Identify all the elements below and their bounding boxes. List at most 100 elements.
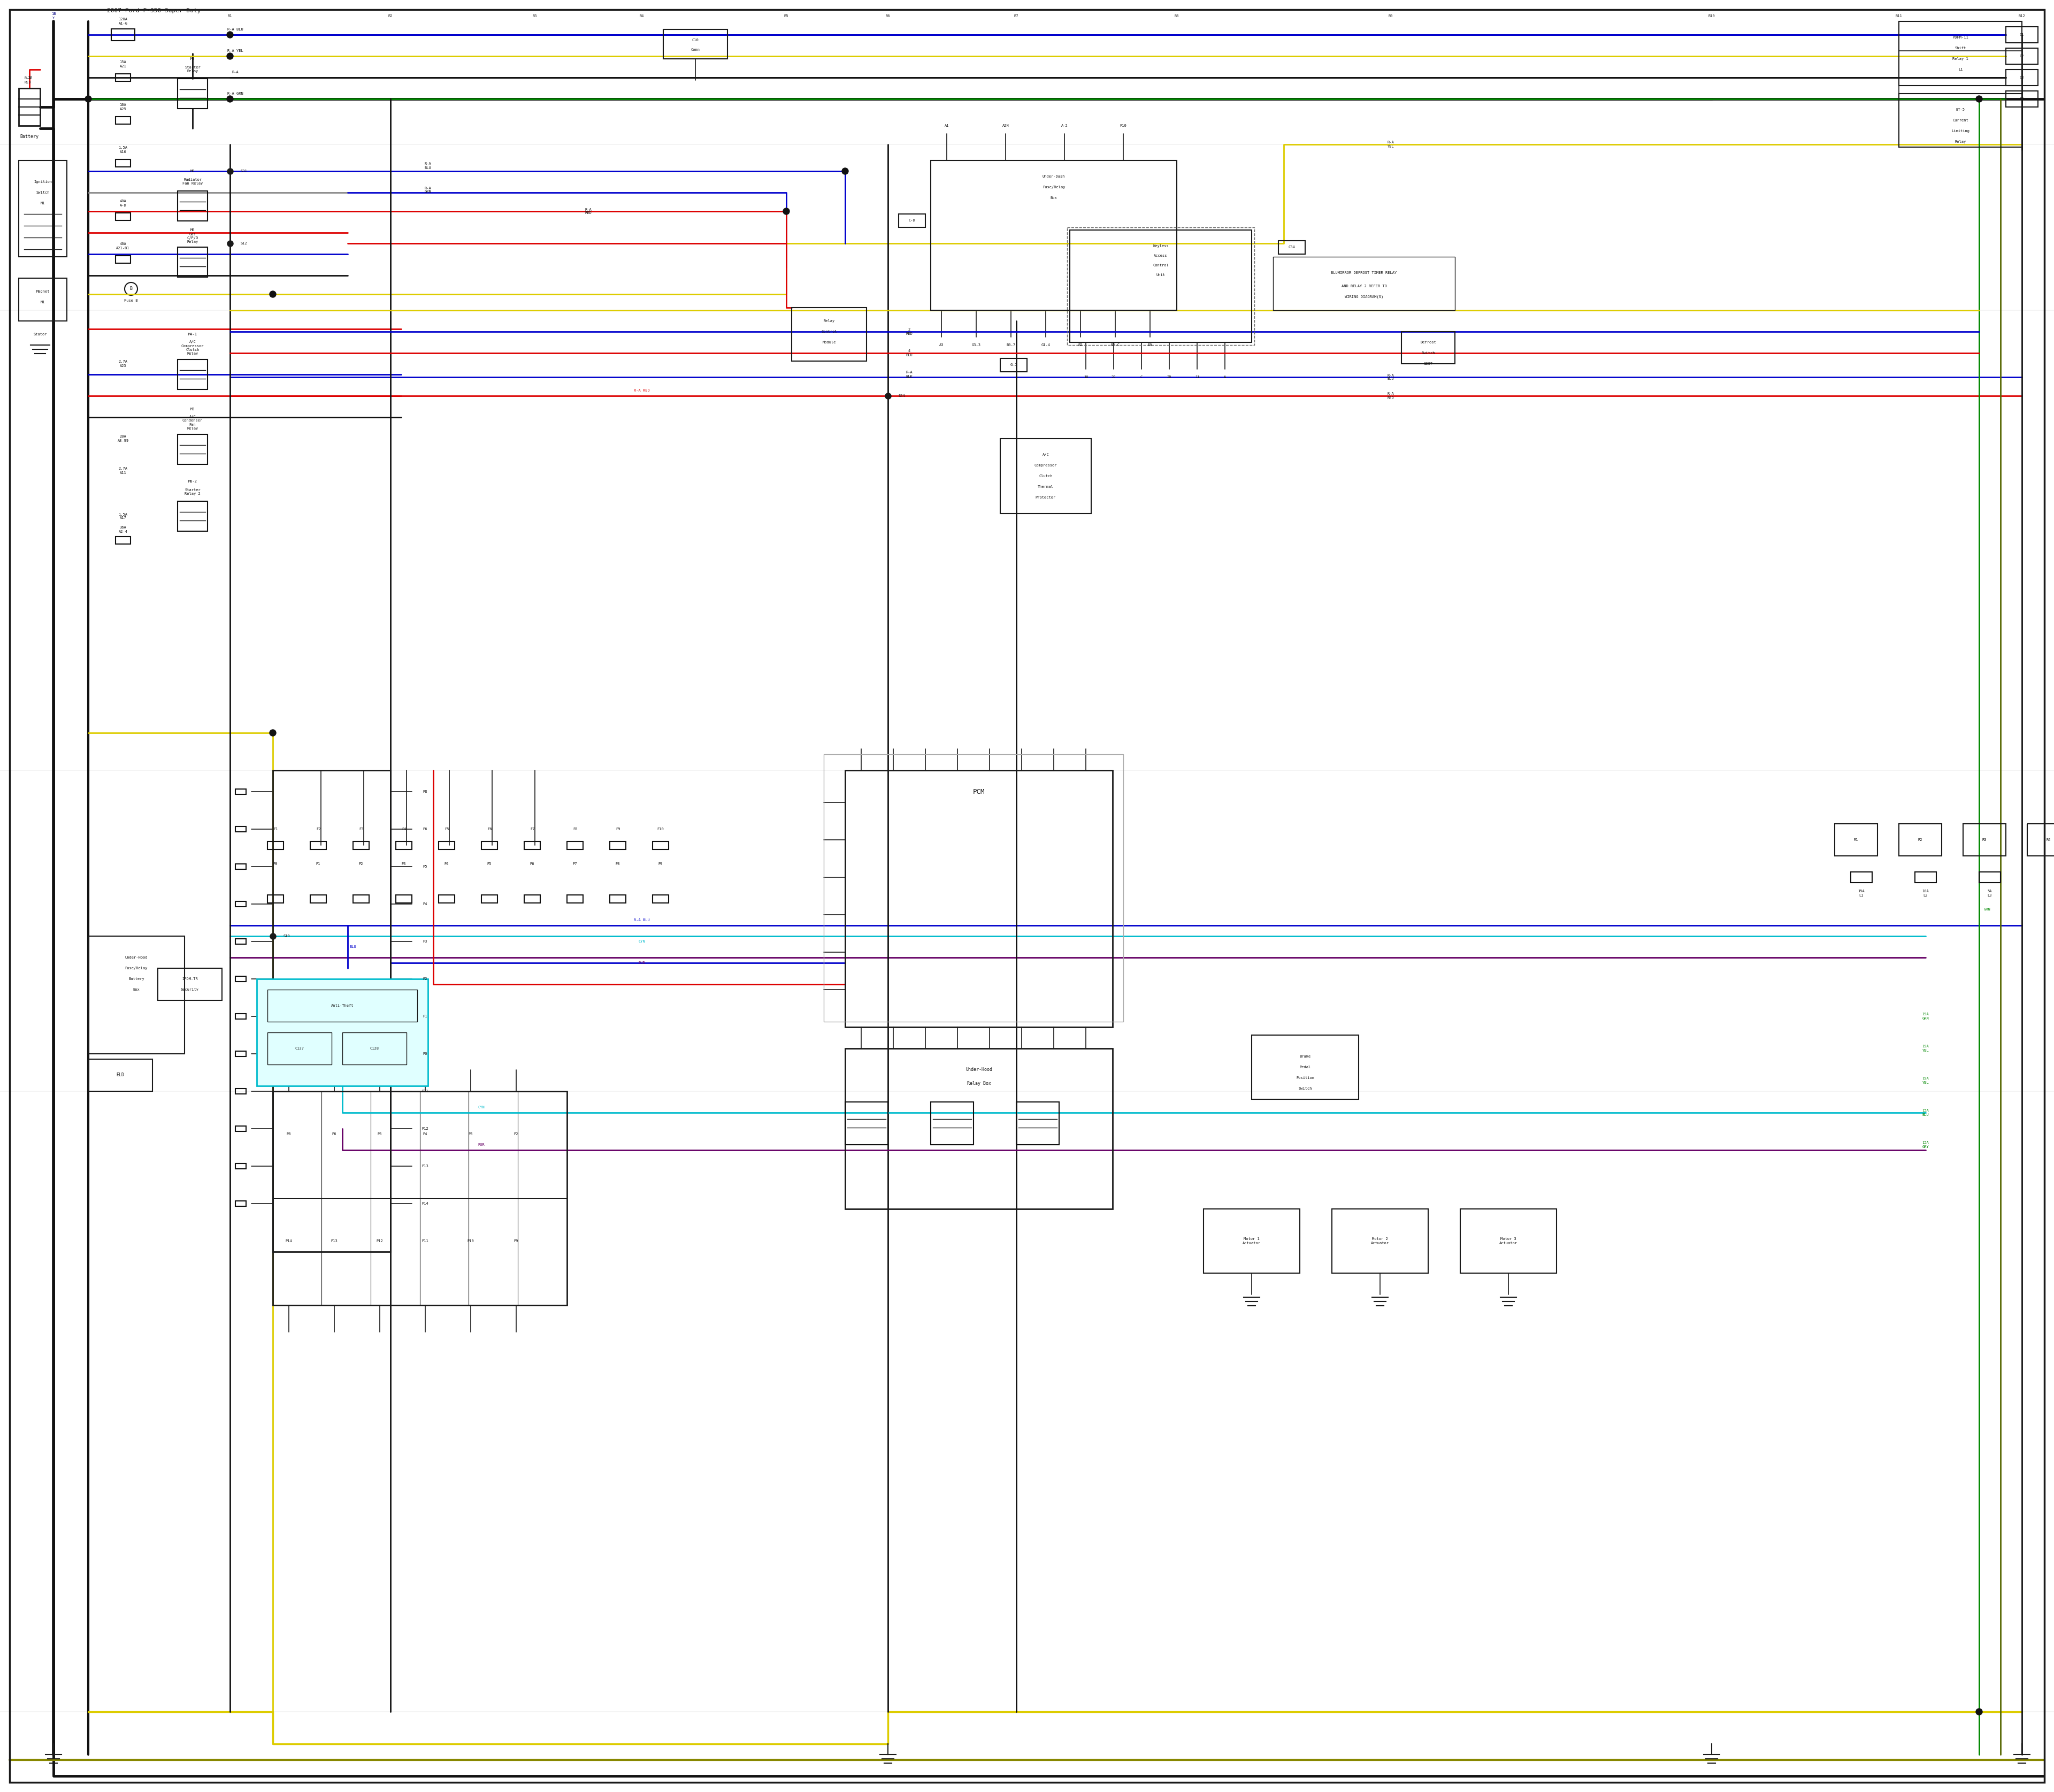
Text: 40A
A-D: 40A A-D <box>119 199 127 206</box>
Text: C-D: C-D <box>908 219 916 222</box>
Circle shape <box>783 208 789 215</box>
Text: P2: P2 <box>423 977 427 980</box>
Text: 11: 11 <box>1195 376 1200 378</box>
Text: C127: C127 <box>296 1047 304 1050</box>
Text: P0: P0 <box>273 862 277 866</box>
Text: S31: S31 <box>240 170 249 172</box>
Text: CYN: CYN <box>479 1106 485 1109</box>
Bar <box>115 536 131 545</box>
Text: P1: P1 <box>423 1014 427 1018</box>
Text: Radiator
Fan Relay: Radiator Fan Relay <box>183 179 203 185</box>
Text: S44: S44 <box>900 394 906 398</box>
Text: R-A
BLU: R-A BLU <box>1386 375 1395 380</box>
Text: Shift: Shift <box>1955 47 1966 50</box>
Bar <box>257 978 427 1086</box>
Bar <box>663 29 727 59</box>
Text: M4-1: M4-1 <box>189 333 197 335</box>
Bar <box>267 842 283 849</box>
Text: G3-3: G3-3 <box>972 344 980 346</box>
Text: R1: R1 <box>1855 839 1859 842</box>
Bar <box>1898 93 2021 147</box>
Text: Relay Box: Relay Box <box>967 1081 990 1086</box>
Circle shape <box>842 168 848 174</box>
Bar <box>236 939 246 944</box>
Text: BLU: BLU <box>349 944 357 948</box>
Text: C: C <box>1140 376 1142 378</box>
Text: G-J: G-J <box>1011 364 1017 366</box>
Text: 120A
A1-G: 120A A1-G <box>119 18 127 25</box>
Bar <box>236 1125 246 1131</box>
Text: Security: Security <box>181 987 199 991</box>
Text: M1: M1 <box>41 301 45 305</box>
Bar <box>524 842 540 849</box>
Bar <box>343 1032 407 1064</box>
Bar <box>1401 332 1454 364</box>
Text: F9: F9 <box>616 828 620 831</box>
Circle shape <box>1976 95 1982 102</box>
Bar <box>18 161 68 256</box>
Text: R3: R3 <box>532 14 538 18</box>
Bar <box>115 159 131 167</box>
Text: Battery: Battery <box>129 977 144 980</box>
Text: R2: R2 <box>1918 839 1923 842</box>
Bar <box>396 894 413 903</box>
Text: M1: M1 <box>41 202 45 204</box>
Text: Motor 3
Actuator: Motor 3 Actuator <box>1499 1238 1518 1244</box>
Text: P0: P0 <box>423 1052 427 1055</box>
Text: A-2: A-2 <box>1062 124 1068 127</box>
Text: 36A
A2-4: 36A A2-4 <box>119 527 127 532</box>
Text: R-A
GRN: R-A GRN <box>425 186 431 194</box>
Text: Motor 1
Actuator: Motor 1 Actuator <box>1243 1238 1261 1244</box>
Text: A1: A1 <box>945 124 949 127</box>
Text: F3: F3 <box>359 828 364 831</box>
Text: Under-Hood: Under-Hood <box>965 1068 992 1072</box>
Text: 1B: 1B <box>27 75 31 79</box>
Text: P6: P6 <box>423 828 427 831</box>
Text: P6: P6 <box>333 1133 337 1136</box>
Text: C4: C4 <box>2019 97 2023 100</box>
Bar <box>2007 91 2038 108</box>
Text: R-A
YEL: R-A YEL <box>1386 142 1395 149</box>
Text: Thermal: Thermal <box>1037 486 1054 489</box>
Text: A3: A3 <box>939 344 943 346</box>
Text: P8: P8 <box>288 1133 292 1136</box>
Text: P9: P9 <box>659 862 663 866</box>
Text: Battery: Battery <box>21 134 39 138</box>
Text: PDFM-11: PDFM-11 <box>1953 36 1968 39</box>
Text: F6: F6 <box>487 828 491 831</box>
Text: P2: P2 <box>359 862 364 866</box>
Text: R10: R10 <box>1709 14 1715 18</box>
Bar <box>900 213 926 228</box>
Text: IPDM-TR: IPDM-TR <box>183 977 197 980</box>
Bar <box>88 1059 152 1091</box>
Bar <box>177 502 207 530</box>
Bar <box>236 1088 246 1093</box>
Text: 1.5A
A17: 1.5A A17 <box>119 513 127 520</box>
Text: G307: G307 <box>1423 362 1434 366</box>
Bar <box>273 771 390 1253</box>
Text: P1: P1 <box>316 862 320 866</box>
Text: R8: R8 <box>1175 14 1179 18</box>
Text: M8-2: M8-2 <box>189 480 197 484</box>
Text: Relay: Relay <box>1955 140 1966 143</box>
Text: Box: Box <box>134 987 140 991</box>
Text: R-A: R-A <box>232 70 238 73</box>
Text: Pedal: Pedal <box>1300 1066 1310 1068</box>
Text: P5: P5 <box>423 866 427 867</box>
Text: Control: Control <box>1152 263 1169 267</box>
Text: S19: S19 <box>283 934 290 937</box>
Text: Access: Access <box>1154 254 1167 258</box>
Bar <box>1898 22 2021 86</box>
Text: P2: P2 <box>514 1133 518 1136</box>
Text: Limiting: Limiting <box>1951 129 1970 133</box>
Bar <box>2027 824 2054 857</box>
Text: Module: Module <box>822 340 836 344</box>
Bar <box>791 308 867 360</box>
Bar <box>1000 358 1027 371</box>
Text: F1: F1 <box>273 828 277 831</box>
Bar <box>18 88 41 125</box>
Text: R-A
BLK: R-A BLK <box>906 371 912 378</box>
Text: F5: F5 <box>444 828 450 831</box>
Bar <box>115 213 131 220</box>
Text: C2: C2 <box>2019 54 2023 57</box>
